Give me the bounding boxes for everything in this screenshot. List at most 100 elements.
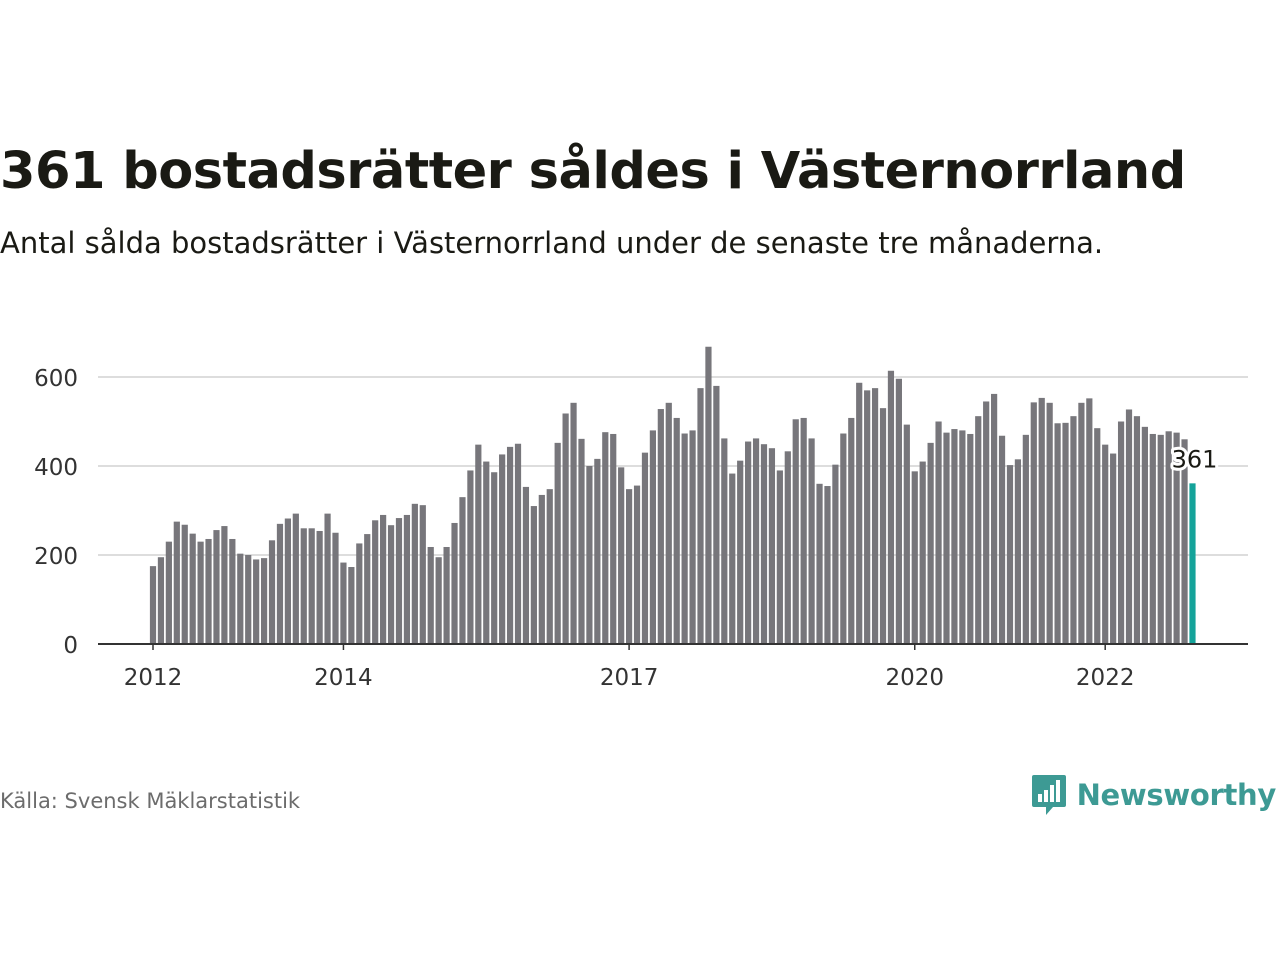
bar bbox=[665, 402, 672, 644]
bar bbox=[578, 438, 585, 644]
bar bbox=[1117, 421, 1125, 644]
bar bbox=[316, 530, 323, 644]
bar bbox=[776, 470, 783, 644]
bar bbox=[1173, 432, 1180, 645]
bar bbox=[229, 538, 236, 644]
x-tick-label: 2012 bbox=[124, 665, 183, 691]
bar bbox=[895, 378, 902, 644]
bar bbox=[1125, 409, 1133, 644]
bar bbox=[459, 497, 466, 644]
bar bbox=[705, 346, 712, 644]
bar bbox=[221, 526, 228, 644]
bar bbox=[356, 543, 363, 644]
source-note: Källa: Svensk Mäklarstatistik bbox=[0, 789, 301, 813]
bar bbox=[1133, 416, 1141, 644]
bar bbox=[308, 528, 315, 644]
bar bbox=[1030, 402, 1037, 644]
bar bbox=[332, 532, 339, 644]
bar bbox=[213, 530, 220, 644]
bar bbox=[681, 433, 688, 644]
bar bbox=[935, 421, 942, 644]
bar bbox=[157, 557, 165, 644]
bar bbox=[784, 451, 791, 644]
bar bbox=[324, 513, 331, 644]
bar bbox=[554, 442, 561, 644]
y-tick-label: 600 bbox=[34, 366, 78, 392]
bar bbox=[395, 518, 403, 644]
bar bbox=[514, 443, 522, 644]
bar bbox=[745, 441, 752, 644]
bar bbox=[626, 489, 633, 644]
y-tick-label: 400 bbox=[34, 455, 78, 481]
x-tick-label: 2017 bbox=[600, 665, 659, 691]
bar bbox=[792, 419, 799, 644]
bar bbox=[1054, 423, 1061, 644]
bar bbox=[1094, 428, 1101, 644]
brand-logo[interactable]: Newsworthy bbox=[1031, 773, 1276, 817]
bar bbox=[1038, 397, 1045, 644]
bar bbox=[387, 525, 395, 644]
bar bbox=[1062, 422, 1069, 644]
y-tick-label: 0 bbox=[63, 633, 78, 659]
bar bbox=[1022, 434, 1029, 644]
bar bbox=[824, 486, 831, 644]
bar bbox=[641, 452, 649, 644]
bar bbox=[721, 438, 728, 644]
bar bbox=[657, 409, 664, 644]
bar bbox=[268, 540, 276, 644]
bar bbox=[483, 461, 490, 644]
bar bbox=[475, 444, 482, 644]
bar bbox=[1165, 431, 1172, 644]
bar bbox=[975, 416, 982, 644]
bar bbox=[1006, 465, 1014, 644]
bar bbox=[372, 520, 379, 644]
bar bbox=[729, 473, 736, 644]
bar bbox=[562, 413, 569, 644]
bar bbox=[419, 505, 426, 644]
bar bbox=[752, 438, 760, 644]
bar bbox=[737, 460, 744, 644]
bar bbox=[840, 433, 847, 644]
bar bbox=[1110, 453, 1117, 644]
bar bbox=[983, 401, 990, 644]
bar bbox=[253, 559, 260, 644]
bar bbox=[967, 433, 974, 644]
bar bbox=[903, 424, 910, 644]
bar bbox=[618, 467, 625, 644]
highlight-value-label: 361 bbox=[1172, 445, 1218, 473]
bar bbox=[237, 553, 244, 644]
bar bbox=[165, 541, 172, 644]
highlighted-bar bbox=[1189, 483, 1196, 644]
chart-subtitle: Antal sålda bostadsrätter i Västernorrla… bbox=[0, 226, 1104, 260]
bar bbox=[800, 417, 807, 644]
chart-title: 361 bostadsrätter såldes i Västernorrlan… bbox=[0, 142, 1186, 201]
bar bbox=[530, 506, 537, 644]
bar bbox=[887, 370, 895, 644]
bar bbox=[284, 518, 291, 644]
bar bbox=[943, 432, 950, 645]
bar bbox=[959, 430, 966, 644]
bar bbox=[927, 442, 934, 644]
bar bbox=[1014, 459, 1022, 644]
bar bbox=[276, 523, 284, 644]
bar bbox=[435, 557, 442, 644]
bar bbox=[181, 524, 188, 644]
bar bbox=[808, 438, 815, 644]
bar bbox=[610, 433, 617, 644]
bar bbox=[649, 430, 656, 644]
bar bbox=[364, 534, 371, 644]
bar bbox=[697, 388, 704, 645]
bar bbox=[149, 566, 157, 645]
bar bbox=[689, 430, 696, 644]
bar bbox=[380, 514, 387, 644]
y-tick-label: 200 bbox=[34, 544, 78, 570]
bar bbox=[1102, 444, 1109, 644]
bar bbox=[197, 541, 204, 644]
bar-chart: 0 200 400 600 2012 2014 2017 2020 2022 361 bbox=[34, 346, 1248, 691]
bar bbox=[522, 486, 530, 644]
bar bbox=[427, 546, 434, 644]
bar bbox=[1086, 398, 1093, 644]
bar bbox=[951, 429, 958, 644]
bar bbox=[1157, 434, 1164, 644]
bar bbox=[173, 521, 180, 645]
